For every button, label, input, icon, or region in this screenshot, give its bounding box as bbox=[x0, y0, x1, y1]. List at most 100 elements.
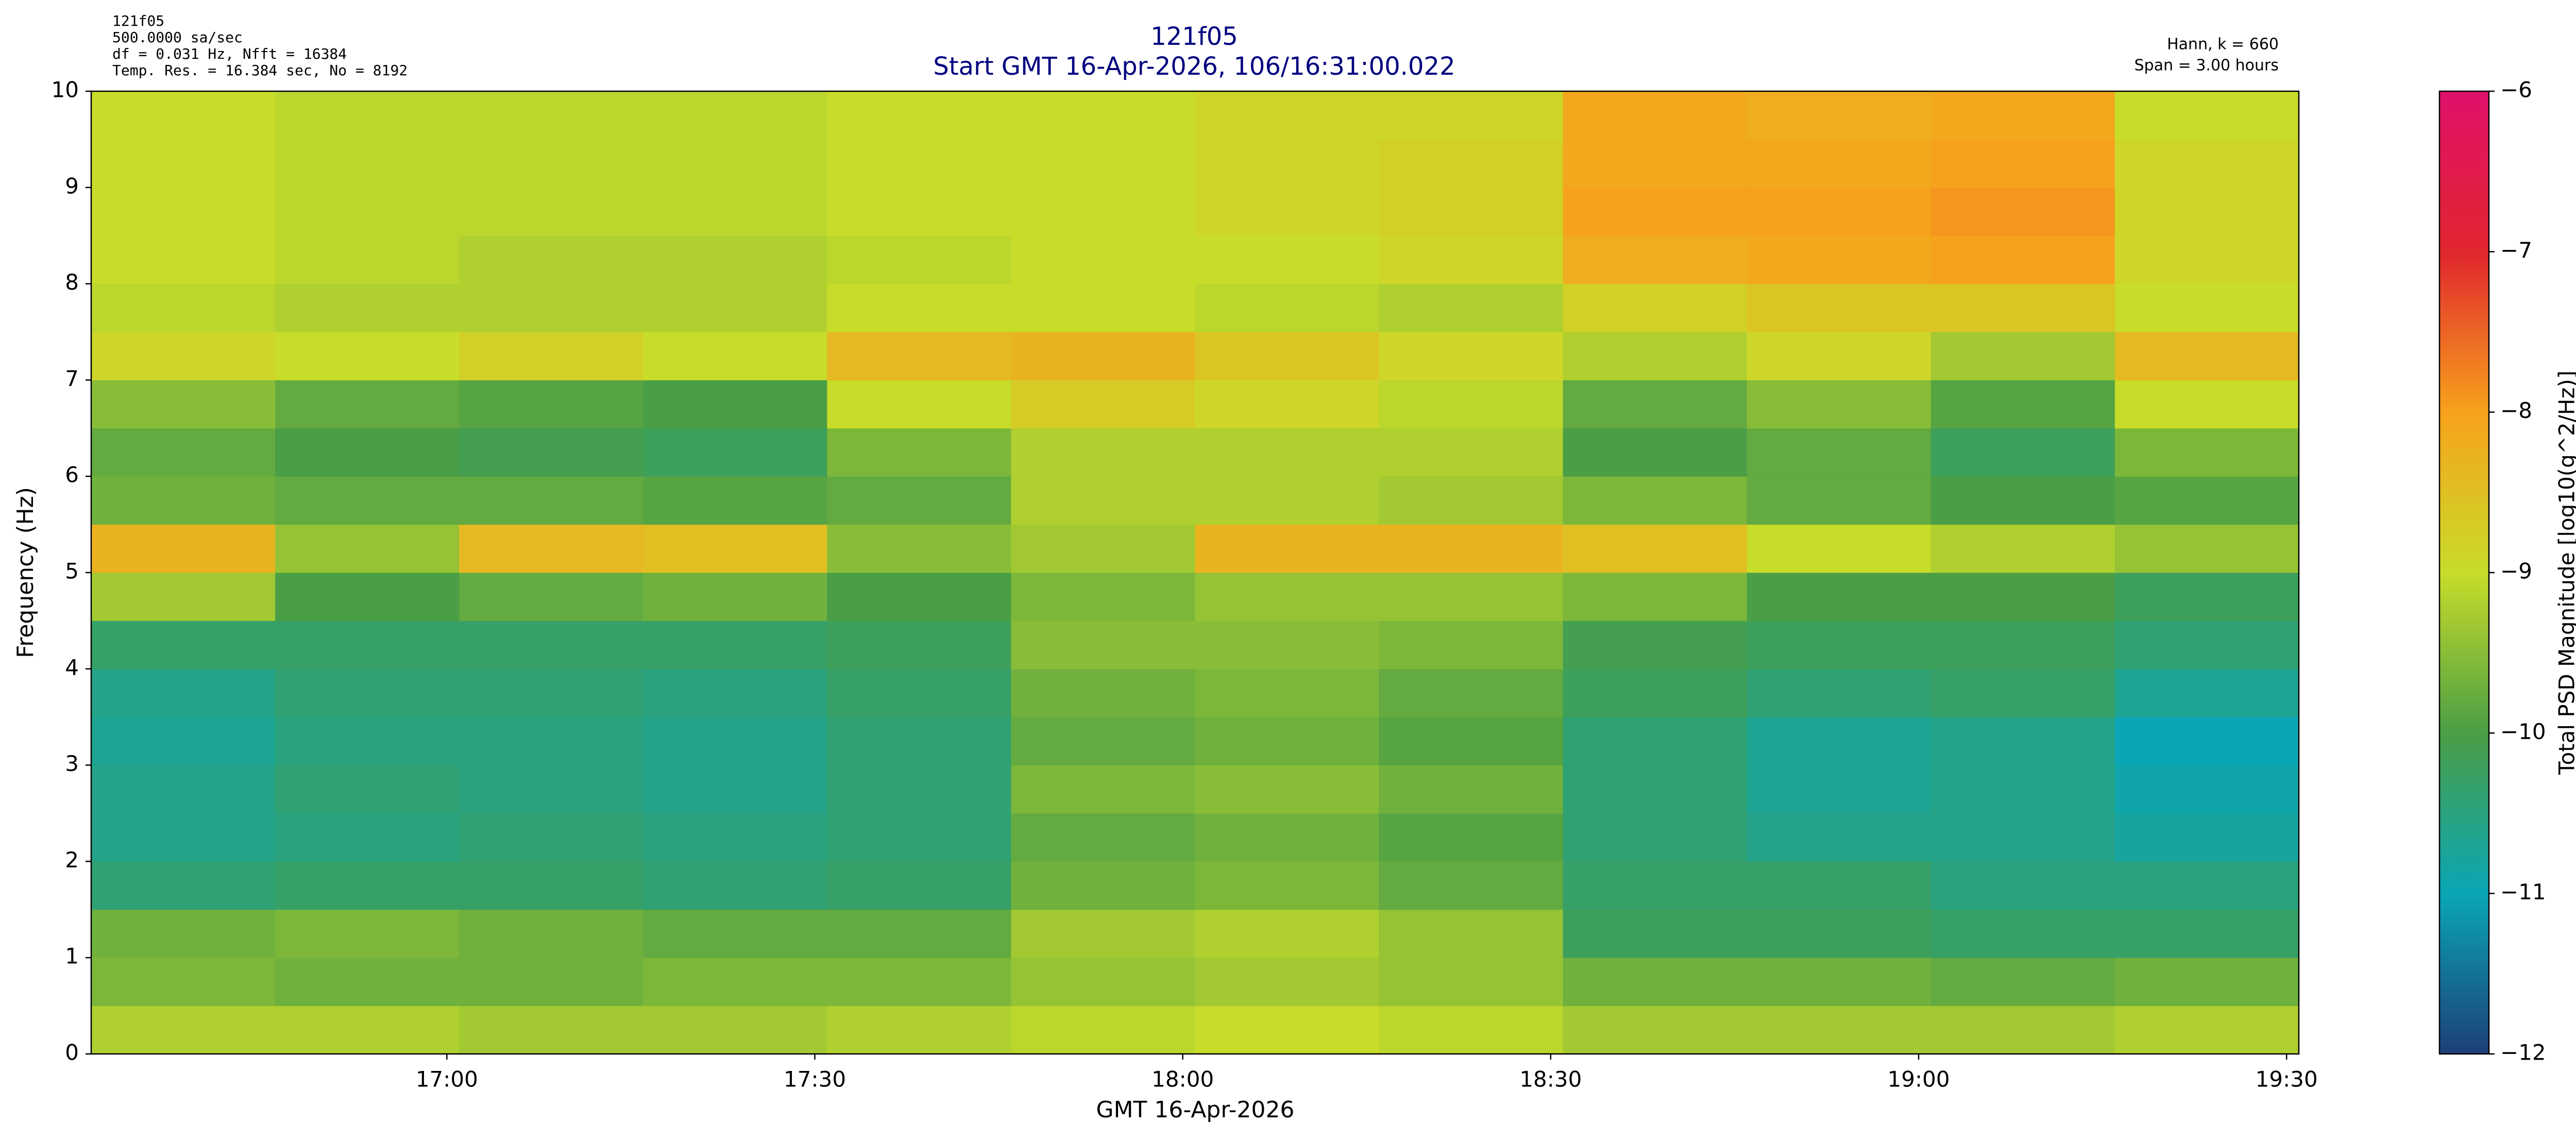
heatmap-cell bbox=[1563, 958, 1748, 1007]
heatmap-cell bbox=[827, 476, 1011, 525]
heatmap-cell bbox=[459, 91, 643, 140]
heatmap-cell bbox=[1930, 332, 2115, 380]
heatmap-cell bbox=[91, 958, 276, 1007]
heatmap-cell bbox=[2114, 187, 2299, 236]
heatmap-cell bbox=[827, 91, 1011, 140]
heatmap-cell bbox=[1011, 236, 1195, 284]
heatmap-cell bbox=[91, 717, 276, 766]
heatmap-cell bbox=[1747, 524, 1931, 573]
heatmap-cell bbox=[91, 283, 276, 332]
heatmap-cell bbox=[91, 861, 276, 910]
heatmap-cell bbox=[1563, 187, 1748, 236]
x-tick-label: 18:30 bbox=[1519, 1067, 1582, 1092]
heatmap-cell bbox=[1379, 476, 1564, 525]
heatmap-cell bbox=[91, 236, 276, 284]
heatmap-cell bbox=[1195, 1005, 1380, 1054]
heatmap-cell bbox=[643, 380, 827, 429]
heatmap-cell bbox=[1747, 139, 1931, 188]
heatmap-cell bbox=[1195, 332, 1380, 380]
heatmap-cell bbox=[1011, 668, 1195, 717]
heatmap-cell bbox=[1195, 668, 1380, 717]
info-text: df = 0.031 Hz, Nfft = 16384 bbox=[112, 45, 347, 62]
heatmap-cell bbox=[2114, 139, 2299, 188]
heatmap-cell bbox=[459, 139, 643, 188]
heatmap-cell bbox=[1930, 573, 2115, 621]
y-tick-label: 1 bbox=[65, 944, 79, 969]
heatmap-cell bbox=[643, 1005, 827, 1054]
heatmap-cell bbox=[1379, 187, 1564, 236]
y-tick-label: 0 bbox=[65, 1040, 79, 1065]
heatmap-cell bbox=[1011, 332, 1195, 380]
heatmap-cell bbox=[2114, 573, 2299, 621]
heatmap-cell bbox=[91, 909, 276, 958]
x-tick-label: 19:30 bbox=[2256, 1067, 2318, 1092]
heatmap-cell bbox=[1563, 476, 1748, 525]
info-text: Hann, k = 660 bbox=[2167, 36, 2279, 54]
heatmap-cell bbox=[1747, 332, 1931, 380]
heatmap-cell bbox=[1747, 283, 1931, 332]
heatmap-cell bbox=[827, 187, 1011, 236]
heatmap-cell bbox=[1379, 524, 1564, 573]
heatmap-cell bbox=[275, 139, 460, 188]
heatmap-cell bbox=[827, 573, 1011, 621]
y-tick-label: 9 bbox=[65, 173, 79, 198]
heatmap-cell bbox=[643, 573, 827, 621]
heatmap-cell bbox=[1930, 476, 2115, 525]
heatmap-cell bbox=[1379, 861, 1564, 910]
heatmap-cell bbox=[1379, 139, 1564, 188]
colorbar-label: Total PSD Magnitude [log10(g^2/Hz)] bbox=[2554, 371, 2576, 775]
heatmap-cell bbox=[275, 765, 460, 814]
heatmap-cell bbox=[1011, 621, 1195, 669]
colorbar-tick-label: −8 bbox=[2500, 398, 2532, 423]
heatmap-cell bbox=[827, 380, 1011, 429]
heatmap-cell bbox=[1930, 283, 2115, 332]
colorbar-tick-label: −12 bbox=[2500, 1040, 2546, 1065]
heatmap-cell bbox=[1195, 621, 1380, 669]
heatmap-cell bbox=[91, 428, 276, 477]
heatmap-cell bbox=[1930, 236, 2115, 284]
heatmap-cell bbox=[2114, 717, 2299, 766]
heatmap-cell bbox=[827, 524, 1011, 573]
heatmap-cell bbox=[1930, 380, 2115, 429]
heatmap-cell bbox=[643, 476, 827, 525]
heatmap-cell bbox=[1011, 861, 1195, 910]
heatmap-cell bbox=[1563, 236, 1748, 284]
heatmap-cell bbox=[1930, 717, 2115, 766]
heatmap-cell bbox=[1747, 717, 1931, 766]
heatmap-cell bbox=[1930, 187, 2115, 236]
heatmap-cell bbox=[1930, 861, 2115, 910]
heatmap-cell bbox=[1747, 1005, 1931, 1054]
heatmap-cell bbox=[1195, 91, 1380, 140]
heatmap-cell bbox=[1930, 813, 2115, 862]
heatmap-cell bbox=[1011, 524, 1195, 573]
heatmap-cell bbox=[1563, 1005, 1748, 1054]
heatmap-cell bbox=[1011, 717, 1195, 766]
heatmap-cell bbox=[275, 332, 460, 380]
heatmap-cell bbox=[1195, 236, 1380, 284]
heatmap-cell bbox=[1747, 958, 1931, 1007]
heatmap-cell bbox=[91, 380, 276, 429]
heatmap-cell bbox=[1379, 573, 1564, 621]
heatmap-cell bbox=[91, 813, 276, 862]
heatmap-cell bbox=[91, 187, 276, 236]
heatmap-cell bbox=[1747, 380, 1931, 429]
heatmap-cell bbox=[827, 428, 1011, 477]
info-text: Temp. Res. = 16.384 sec, No = 8192 bbox=[112, 62, 408, 79]
heatmap-cell bbox=[459, 524, 643, 573]
heatmap-cell bbox=[1011, 283, 1195, 332]
heatmap-cell bbox=[275, 476, 460, 525]
heatmap-cell bbox=[1379, 236, 1564, 284]
y-tick-label: 2 bbox=[65, 847, 79, 873]
heatmap-cell bbox=[827, 621, 1011, 669]
heatmap-cell bbox=[91, 668, 276, 717]
heatmap-cell bbox=[275, 187, 460, 236]
heatmap-cell bbox=[827, 717, 1011, 766]
heatmap-cell bbox=[1563, 139, 1748, 188]
y-tick-label: 6 bbox=[65, 462, 79, 488]
heatmap-cell bbox=[643, 283, 827, 332]
heatmap-cell bbox=[1011, 139, 1195, 188]
heatmap-cell bbox=[827, 332, 1011, 380]
heatmap-cell bbox=[1563, 573, 1748, 621]
heatmap-cell bbox=[2114, 236, 2299, 284]
heatmap-cell bbox=[91, 91, 276, 140]
